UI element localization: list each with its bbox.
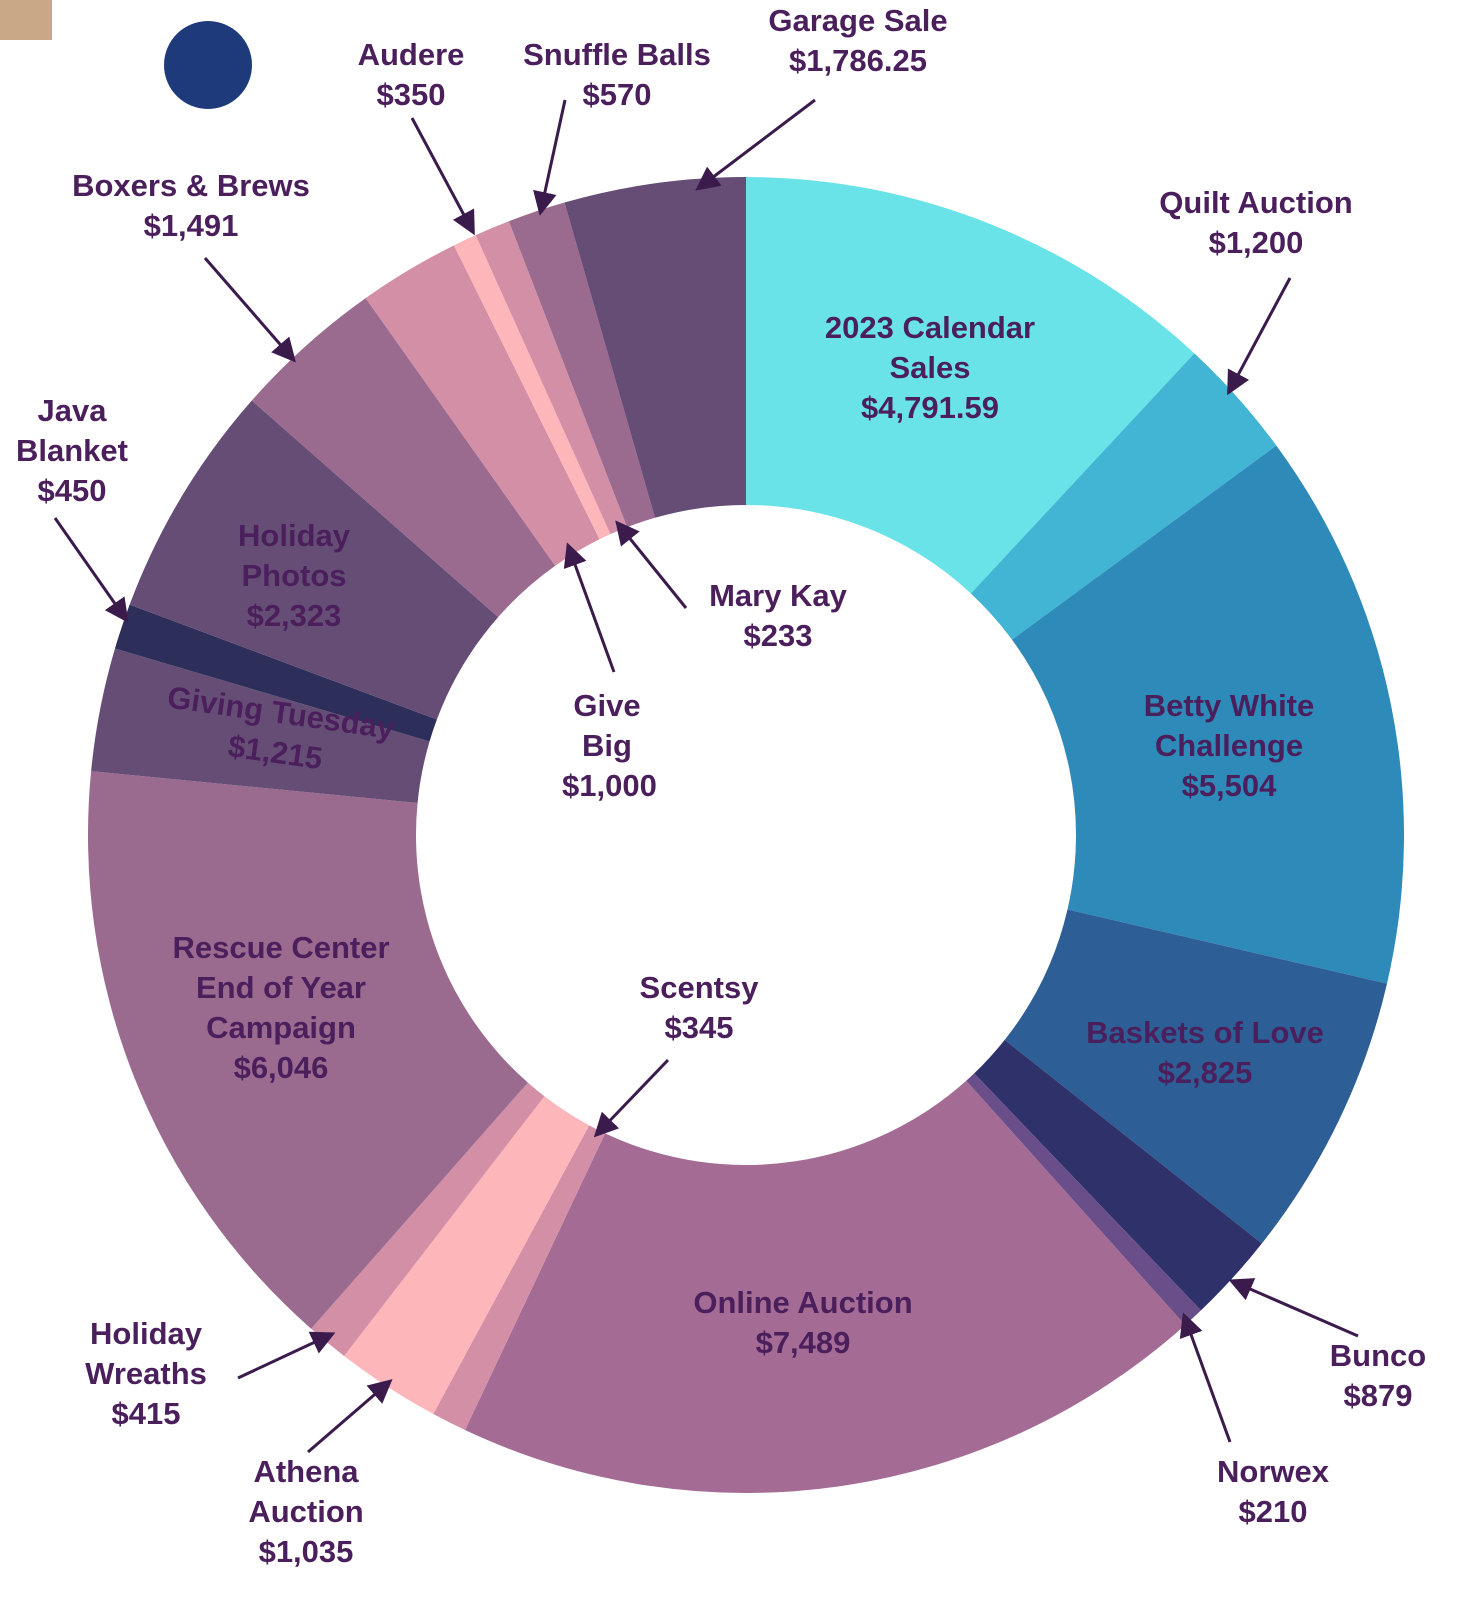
segment-name: Mary Kay bbox=[678, 576, 878, 616]
ball-image bbox=[164, 21, 252, 109]
segment-name: Holiday Photos bbox=[209, 516, 379, 596]
dog-image bbox=[0, 0, 52, 40]
segment-name: Boxers & Brews bbox=[41, 166, 341, 206]
segment-name: Bunco bbox=[1318, 1336, 1438, 1376]
value-label: $4,791.59 bbox=[800, 388, 1060, 428]
segment-name: Java Blanket bbox=[7, 391, 137, 471]
value-label: $6,046 bbox=[154, 1048, 409, 1088]
data-label: Boxers & Brews$1,491 bbox=[41, 166, 341, 246]
chart: 2023 Calendar Sales$4,791.59 Quilt Auctio… bbox=[0, 0, 1477, 1598]
data-label: Baskets of Love$2,825 bbox=[1045, 1013, 1365, 1093]
data-label: Mary Kay$233 bbox=[678, 576, 878, 656]
leader-arrow bbox=[412, 118, 472, 230]
value-label: $345 bbox=[619, 1008, 779, 1048]
leader-arrow bbox=[569, 548, 614, 672]
value-label: $1,786.25 bbox=[733, 41, 983, 81]
data-label: Norwex$210 bbox=[1193, 1452, 1353, 1532]
leader-arrow bbox=[55, 518, 125, 618]
segment-name: Norwex bbox=[1193, 1452, 1353, 1492]
value-label: $1,491 bbox=[41, 206, 341, 246]
data-label: Scentsy$345 bbox=[619, 968, 779, 1048]
segment-name: Audere bbox=[336, 35, 486, 75]
leader-arrow bbox=[238, 1335, 330, 1378]
value-label: $210 bbox=[1193, 1492, 1353, 1532]
value-label: $1,035 bbox=[231, 1532, 381, 1572]
data-label: Java Blanket$450 bbox=[7, 391, 137, 511]
segment-name: Rescue Center End of Year Campaign bbox=[154, 928, 409, 1048]
data-label: Betty White Challenge$5,504 bbox=[1109, 686, 1349, 806]
segment-name: Holiday Wreaths bbox=[66, 1314, 226, 1394]
value-label: $450 bbox=[7, 471, 137, 511]
data-label: Holiday Photos$2,323 bbox=[209, 516, 379, 636]
value-label: $350 bbox=[336, 75, 486, 115]
data-label: Audere$350 bbox=[336, 35, 486, 115]
segment-name: Betty White Challenge bbox=[1109, 686, 1349, 766]
segment-name: Quilt Auction bbox=[1126, 183, 1386, 223]
data-label: Holiday Wreaths$415 bbox=[66, 1314, 226, 1434]
segment-name: Garage Sale bbox=[733, 1, 983, 41]
segment-name: Baskets of Love bbox=[1045, 1013, 1365, 1053]
value-label: $879 bbox=[1318, 1376, 1438, 1416]
leader-arrow bbox=[619, 525, 686, 608]
value-label: $570 bbox=[492, 75, 742, 115]
leader-arrow bbox=[1234, 1282, 1358, 1336]
data-label: Rescue Center End of Year Campaign$6,046 bbox=[154, 928, 409, 1088]
leader-arrow bbox=[205, 258, 292, 358]
segment-name: 2023 Calendar Sales bbox=[800, 308, 1060, 388]
value-label: $415 bbox=[66, 1394, 226, 1434]
segment-name: Snuffle Balls bbox=[492, 35, 742, 75]
value-label: $233 bbox=[678, 616, 878, 656]
data-label: Online Auction$7,489 bbox=[653, 1283, 953, 1363]
value-label: $1,200 bbox=[1126, 223, 1386, 263]
value-label: $5,504 bbox=[1109, 766, 1349, 806]
leader-arrow bbox=[1230, 278, 1290, 390]
leader-arrow bbox=[598, 1060, 668, 1133]
data-label: Quilt Auction$1,200 bbox=[1126, 183, 1386, 263]
leader-arrow bbox=[1185, 1318, 1230, 1442]
segment-name: Online Auction bbox=[653, 1283, 953, 1323]
value-label: $2,825 bbox=[1045, 1053, 1365, 1093]
segment-name: Give Big bbox=[562, 686, 652, 766]
value-label: $1,000 bbox=[562, 766, 652, 806]
data-label: Bunco$879 bbox=[1318, 1336, 1438, 1416]
data-label: Give Big$1,000 bbox=[562, 686, 652, 806]
data-label: Athena Auction$1,035 bbox=[231, 1452, 381, 1572]
leader-arrow bbox=[308, 1383, 388, 1452]
data-label: Snuffle Balls$570 bbox=[492, 35, 742, 115]
data-label: 2023 Calendar Sales$4,791.59 bbox=[800, 308, 1060, 428]
segment-name: Athena Auction bbox=[231, 1452, 381, 1532]
leader-arrow bbox=[541, 100, 565, 210]
value-label: $7,489 bbox=[653, 1323, 953, 1363]
data-label: Garage Sale$1,786.25 bbox=[733, 1, 983, 81]
value-label: $2,323 bbox=[209, 596, 379, 636]
segment-name: Scentsy bbox=[619, 968, 779, 1008]
